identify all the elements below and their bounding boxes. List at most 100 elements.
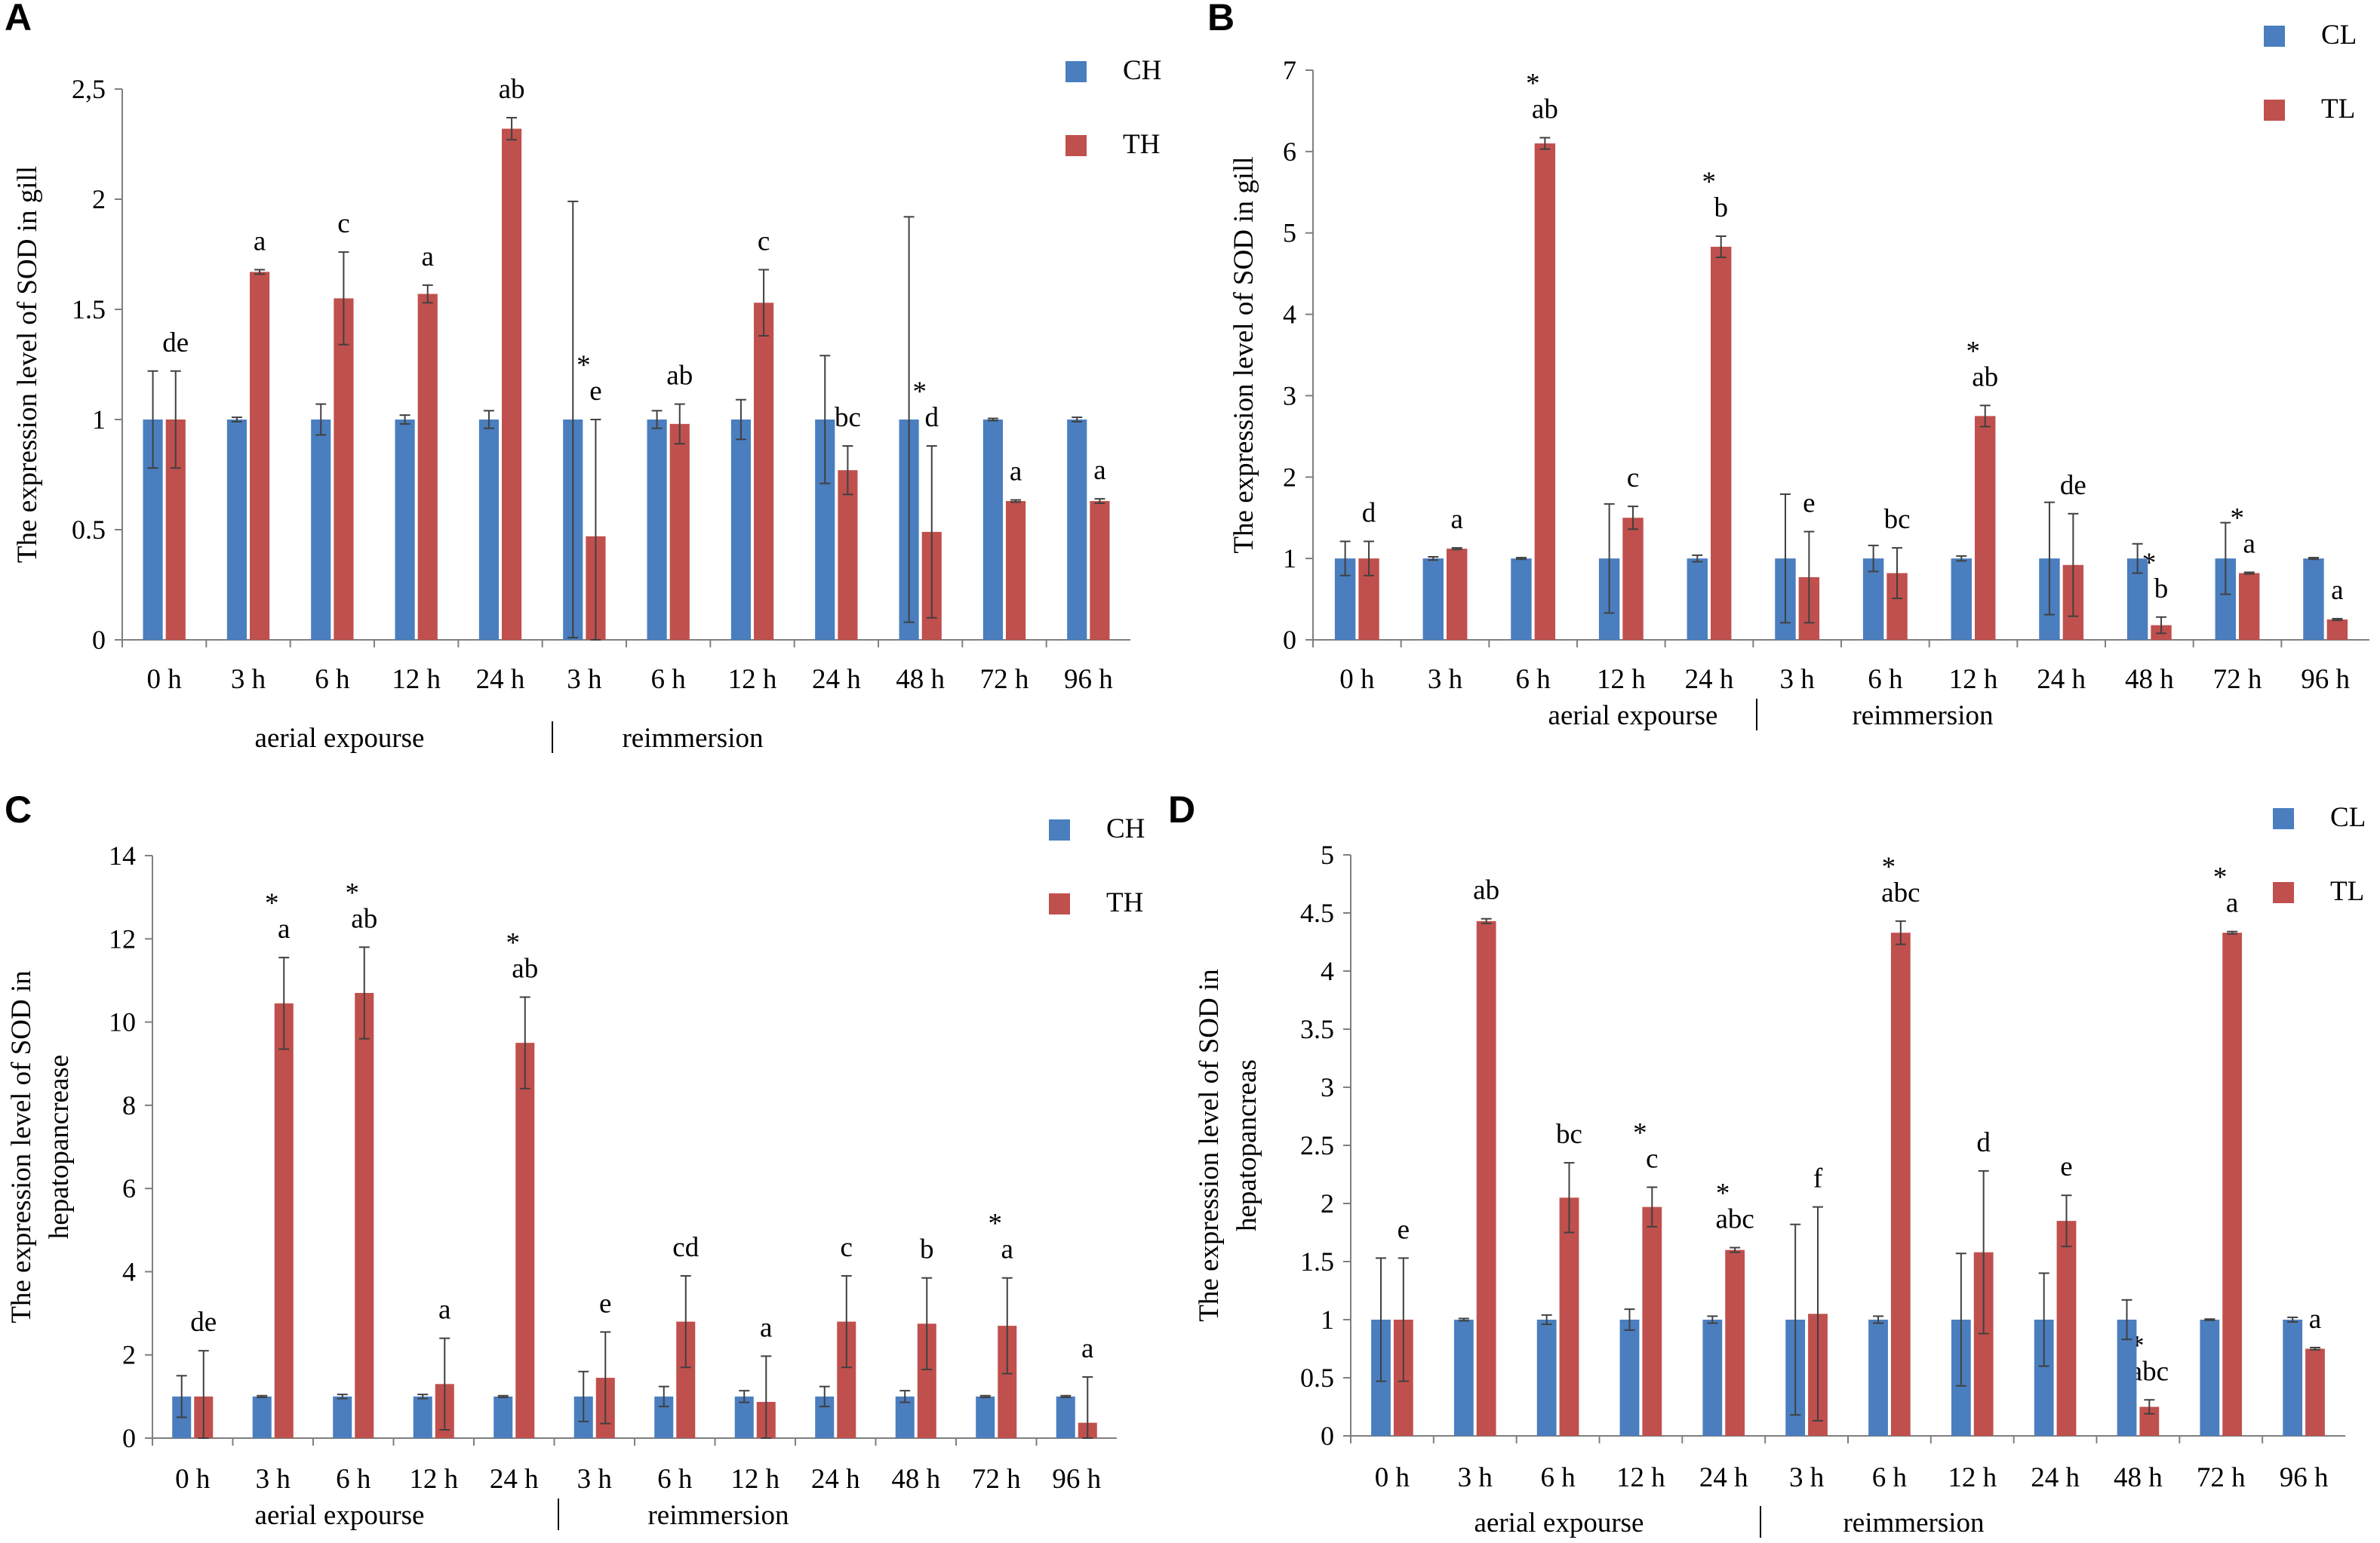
legend-label: CL: [2321, 20, 2357, 51]
y-tick-label: 8: [122, 1090, 136, 1120]
significance-letter: de: [2060, 470, 2086, 501]
treatment-bar: [515, 1043, 535, 1438]
significance-letter: d: [924, 402, 939, 433]
y-tick-label: 1.5: [1300, 1246, 1334, 1277]
legend-swatch: [2264, 100, 2285, 121]
y-axis-title: hepatopancreas: [1232, 1059, 1262, 1231]
x-tick-label: 12 h: [409, 1464, 458, 1495]
significance-star: *: [506, 927, 521, 958]
significance-star: *: [1966, 336, 1980, 367]
significance-letter: a: [1010, 456, 1022, 487]
control-bar: [2200, 1320, 2220, 1436]
y-axis-title: hepatopancrease: [44, 1055, 75, 1239]
phase-label-reimmersion: reimmersion: [1852, 700, 1993, 731]
significance-letter: a: [1450, 504, 1462, 535]
x-tick-label: 72 h: [972, 1464, 1021, 1495]
significance-letter: e: [1803, 488, 1815, 519]
significance-star: *: [2213, 862, 2228, 893]
x-tick-label: 72 h: [2197, 1462, 2246, 1493]
significance-letter: a: [1081, 1333, 1093, 1364]
x-tick-label: 6 h: [1516, 664, 1551, 695]
x-tick-label: 24 h: [1699, 1462, 1748, 1493]
x-tick-label: 12 h: [1948, 1462, 1997, 1493]
treatment-bar: [1006, 501, 1026, 640]
control-bar: [1536, 1320, 1557, 1436]
y-tick-label: 2.5: [1300, 1130, 1334, 1160]
x-tick-label: 24 h: [2037, 664, 2086, 695]
treatment-bar: [1476, 921, 1496, 1436]
treatment-bar: [274, 1003, 294, 1438]
y-axis-title: The expression level of SOD in: [1194, 969, 1225, 1322]
significance-letter: a: [2243, 528, 2255, 559]
significance-letter: a: [254, 226, 266, 257]
legend: CL TL: [2273, 802, 2366, 907]
x-tick-label: 3 h: [1780, 664, 1816, 695]
y-tick-label: 3: [1321, 1072, 1334, 1102]
y-tick-label: 5: [1283, 218, 1296, 248]
panel-letter: D: [1168, 788, 1195, 831]
legend-label: CL: [2330, 802, 2366, 833]
x-tick-label: 24 h: [490, 1464, 539, 1495]
y-tick-label: 2: [1283, 462, 1296, 492]
significance-letter: c: [1646, 1143, 1658, 1174]
treatment-bar: [1975, 416, 1996, 640]
y-tick-label: 1: [1321, 1305, 1334, 1335]
treatment-bar: [838, 470, 858, 640]
treatment-bar: [669, 423, 690, 640]
legend-swatch: [1065, 135, 1087, 156]
legend-swatch: [2273, 808, 2294, 829]
significance-letter: d: [1976, 1127, 1991, 1158]
phase-label-reimmersion: reimmersion: [1843, 1508, 1984, 1538]
control-bar: [333, 1396, 352, 1438]
y-tick-label: 6: [122, 1173, 136, 1203]
y-tick-label: 4: [1321, 956, 1334, 986]
x-tick-label: 6 h: [1868, 664, 1903, 695]
significance-letter: ab: [499, 74, 525, 105]
control-bar: [1067, 420, 1087, 640]
significance-letter: d: [1362, 497, 1376, 528]
control-bar: [895, 1396, 915, 1438]
significance-letter: a: [438, 1295, 450, 1326]
x-tick-label: 48 h: [896, 664, 945, 695]
control-bar: [2283, 1320, 2303, 1436]
x-tick-label: 24 h: [811, 1464, 860, 1495]
y-tick-label: 1: [1283, 543, 1296, 573]
control-bar: [1868, 1320, 1888, 1436]
significance-letter: a: [2331, 575, 2343, 606]
legend-label: CH: [1123, 55, 1161, 86]
x-tick-label: 72 h: [2213, 664, 2262, 695]
significance-letter: c: [758, 226, 770, 257]
x-tick-label: 3 h: [577, 1464, 613, 1495]
y-tick-label: 12: [109, 924, 136, 954]
legend-label: TH: [1123, 129, 1160, 160]
legend: CH TH: [1065, 55, 1161, 160]
x-tick-label: 12 h: [728, 664, 777, 695]
x-tick-label: 6 h: [651, 664, 687, 695]
significance-letter: e: [2060, 1151, 2072, 1182]
significance-letter: abc: [1715, 1204, 1754, 1235]
legend-swatch: [2264, 26, 2285, 47]
y-tick-label: 2: [92, 184, 106, 214]
significance-star: *: [1716, 1179, 1730, 1210]
control-bar: [1951, 558, 1972, 640]
x-tick-label: 0 h: [1339, 664, 1375, 695]
treatment-bar: [1642, 1206, 1662, 1436]
significance-letter: e: [589, 376, 601, 407]
treatment-bar: [1559, 1197, 1579, 1436]
y-tick-label: 0: [1321, 1421, 1334, 1451]
panel-letter: A: [5, 0, 32, 38]
phase-label-reimmersion: reimmersion: [647, 1500, 789, 1531]
control-bar: [982, 420, 1003, 640]
x-tick-label: 96 h: [2301, 664, 2350, 695]
significance-star: *: [1633, 1117, 1647, 1148]
x-tick-label: 24 h: [1685, 664, 1734, 695]
x-tick-label: 48 h: [2114, 1462, 2163, 1493]
treatment-bar: [754, 303, 774, 640]
control-bar: [1619, 1320, 1640, 1436]
phase-label-aerial: aerial expourse: [255, 723, 425, 754]
y-axis-title: The expression level of SOD in gill: [12, 166, 43, 563]
x-tick-label: 6 h: [336, 1464, 371, 1495]
x-tick-label: 96 h: [2280, 1462, 2329, 1493]
